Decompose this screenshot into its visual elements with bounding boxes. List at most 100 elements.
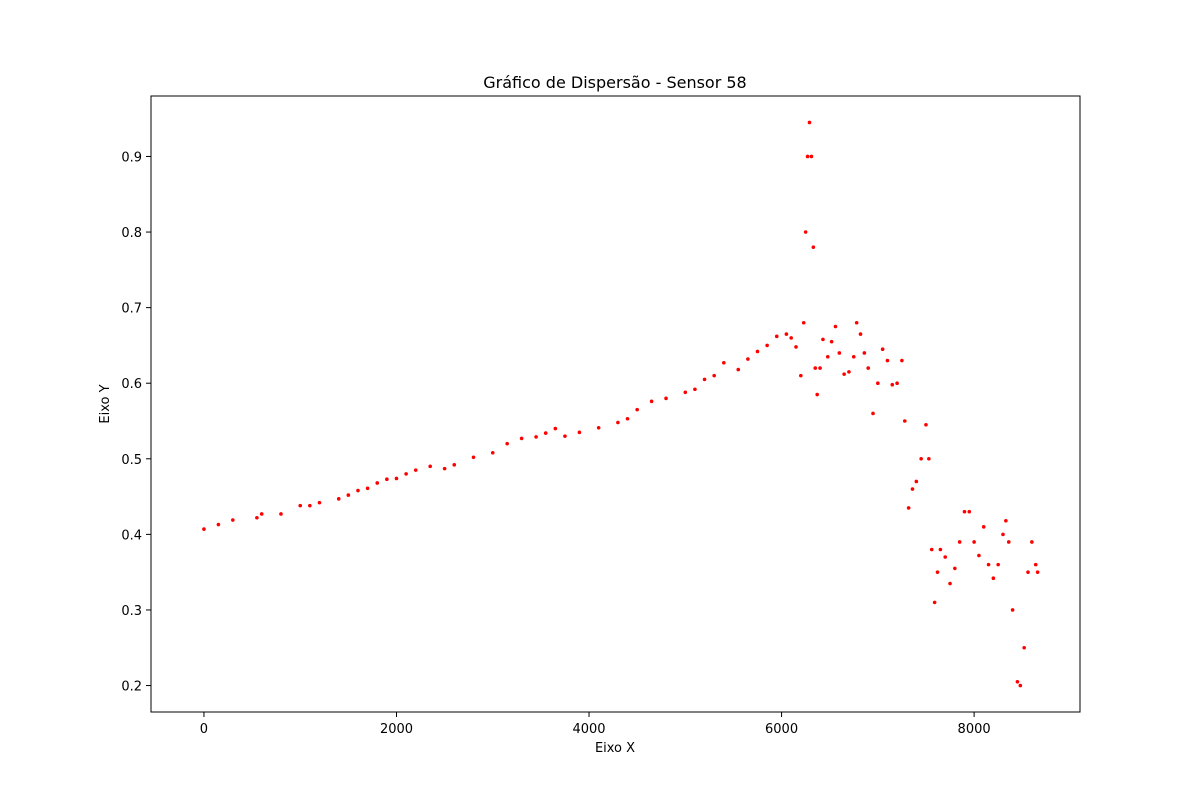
scatter-point: [625, 416, 630, 421]
scatter-point: [900, 358, 904, 363]
scatter-point: [924, 422, 928, 427]
scatter-point: [543, 431, 548, 435]
scatter-point: [649, 399, 654, 404]
scatter-point: [789, 336, 793, 340]
scatter-point: [1006, 540, 1011, 544]
scatter-point: [1018, 683, 1023, 688]
scatter-point: [895, 381, 899, 386]
scatter-point: [972, 540, 976, 544]
scatter-point: [962, 509, 967, 514]
scatter-point: [837, 351, 842, 355]
scatter-point: [404, 472, 408, 476]
scatter-point: [996, 562, 1000, 567]
scatter-point: [801, 320, 806, 325]
scatter-point: [563, 434, 567, 438]
scatter-point: [880, 347, 885, 352]
x-axis-ticks: 0 2000 4000 6000 8000: [200, 712, 991, 737]
scatter-point: [356, 488, 360, 493]
scatter-point: [885, 358, 890, 363]
scatter-point: [231, 518, 235, 522]
scatter-point: [1001, 532, 1005, 537]
scatter-point: [298, 503, 303, 508]
scatter-point: [829, 339, 834, 344]
scatter-point: [519, 436, 524, 441]
scatter-point: [932, 600, 937, 605]
scatter-point: [1022, 645, 1026, 650]
scatter-point: [394, 476, 399, 481]
scatter-point: [943, 555, 948, 559]
scatter-point: [784, 332, 789, 336]
x-tick-label: 6000: [765, 722, 798, 737]
scatter-point: [317, 500, 322, 505]
scatter-point: [986, 562, 991, 567]
scatter-point: [811, 245, 816, 249]
y-tick-label: 0.8: [121, 226, 142, 241]
scatter-point: [664, 396, 668, 401]
scatter-point: [919, 456, 923, 461]
scatter-point: [866, 366, 871, 370]
scatter-point: [813, 366, 818, 370]
scatter-point: [635, 407, 639, 412]
scatter-point: [596, 426, 601, 430]
scatter-point: [683, 390, 688, 395]
scatter-point: [906, 506, 911, 510]
scatter-point: [842, 372, 846, 376]
y-tick-label: 0.6: [121, 377, 142, 392]
scatter-point: [765, 343, 769, 348]
scatter-point: [336, 497, 341, 501]
scatter-point: [833, 324, 838, 329]
scatter-point: [977, 553, 981, 558]
scatter-point: [847, 370, 851, 374]
plot-frame: [150, 95, 1081, 713]
scatter-point: [534, 435, 538, 439]
scatter-point: [346, 493, 351, 497]
y-tick-label: 0.4: [121, 528, 142, 543]
scatter-point: [935, 570, 940, 574]
scatter-point: [755, 349, 760, 354]
scatter-point: [693, 387, 697, 392]
scatter-point: [413, 468, 418, 472]
scatter-point: [216, 522, 221, 527]
scatter-point: [1004, 518, 1008, 523]
scatter-point: [365, 486, 370, 491]
scatter-point: [1030, 540, 1034, 544]
scatter-point: [1033, 562, 1038, 567]
scatter-point: [1035, 570, 1040, 574]
scatter-point: [957, 540, 962, 544]
x-tick-label: 4000: [572, 722, 605, 737]
scatter-point: [774, 334, 779, 339]
scatter-point: [794, 345, 798, 349]
scatter-point: [736, 367, 741, 372]
scatter-point: [1015, 679, 1020, 684]
chart-title: Gráfico de Dispersão - Sensor 58: [483, 73, 746, 92]
scatter-point: [722, 361, 726, 365]
y-tick-label: 0.3: [121, 604, 142, 619]
scatter-point: [490, 450, 495, 455]
scatter-point: [712, 373, 716, 378]
scatter-point: [871, 411, 875, 416]
y-axis-label: Eixo Y: [98, 384, 113, 423]
scatter-point: [953, 566, 957, 571]
scatter-point: [854, 320, 859, 325]
plot-area: [202, 120, 1040, 688]
scatter-point: [821, 337, 825, 342]
scatter-point: [890, 382, 895, 387]
scatter-point: [815, 392, 819, 397]
scatter-point: [1026, 570, 1030, 574]
scatter-point: [803, 230, 808, 234]
scatter-point: [799, 373, 803, 378]
scatter-point: [858, 332, 863, 336]
scatter-point: [505, 441, 509, 446]
scatter-point: [616, 420, 620, 425]
x-tick-label: 8000: [958, 722, 991, 737]
scatter-point: [862, 351, 867, 355]
scatter-point: [818, 366, 822, 370]
scatter-point: [308, 503, 312, 508]
scatter-point: [914, 479, 919, 484]
y-tick-label: 0.5: [121, 453, 142, 468]
scatter-point: [910, 487, 915, 491]
scatter-point: [929, 547, 934, 552]
scatter-point: [279, 512, 283, 516]
scatter-point: [375, 481, 380, 485]
